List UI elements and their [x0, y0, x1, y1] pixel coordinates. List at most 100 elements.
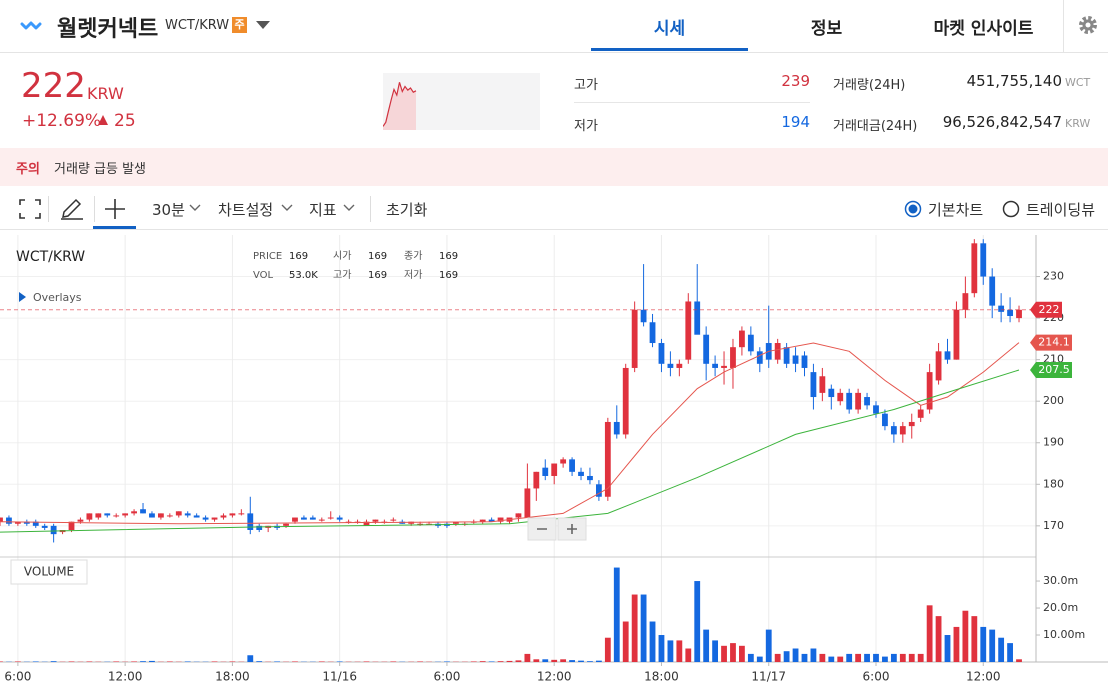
candle-body [873, 405, 879, 414]
candle-body [783, 347, 790, 364]
candle-body [846, 392, 853, 410]
candle-body [739, 330, 745, 348]
pencil-icon[interactable] [59, 197, 85, 221]
candle-body [32, 521, 39, 526]
overlays[interactable]: Overlays [33, 291, 82, 304]
candle-body [1007, 309, 1013, 317]
candle-body [113, 515, 120, 517]
candle-body [140, 509, 146, 514]
volume-bar [801, 653, 808, 662]
candle-body [935, 351, 942, 381]
change: 25 [114, 111, 136, 131]
price-tag [1030, 301, 1062, 318]
volume-bar [658, 635, 665, 662]
candle-body [50, 525, 57, 535]
divider [48, 196, 49, 222]
candle-body [622, 367, 629, 435]
candle-body [917, 409, 924, 418]
volume-bar [998, 637, 1005, 662]
candle-body [944, 351, 951, 360]
zoom-controls[interactable] [527, 517, 587, 541]
volume-tick-label: 20.0m [1043, 601, 1078, 614]
volume-bar [810, 648, 817, 662]
x-tick-label: 11/17 [751, 670, 786, 684]
chart-settings[interactable]: 차트설정 [218, 201, 274, 219]
y-tick-label: 190 [1043, 436, 1064, 449]
candle-body [837, 392, 844, 402]
candle-body [220, 515, 227, 518]
volume-bar [774, 653, 781, 662]
volume-tick-label: 10.00m [1043, 628, 1085, 641]
volume-bar [32, 661, 39, 662]
indicators[interactable]: 지표 [309, 201, 337, 219]
candle-body [14, 521, 21, 524]
candle-body [157, 513, 164, 518]
overlays-arrow[interactable] [19, 292, 26, 302]
candle-body [899, 426, 906, 435]
x-tick-label: 18:00 [644, 670, 679, 684]
volume-bar [640, 594, 647, 662]
tab[interactable]: 정보 [810, 19, 843, 39]
grid-layer [0, 235, 1036, 662]
volume-bar [1007, 643, 1013, 662]
candle-body [301, 517, 307, 520]
volume-bar [524, 653, 531, 662]
candle-body [828, 388, 835, 398]
info-label: 시가 [333, 250, 351, 262]
candle-body [908, 421, 915, 427]
crosshair-icon[interactable] [103, 197, 127, 221]
volume-bar [211, 661, 218, 662]
sparkline-area [383, 82, 416, 130]
divider [94, 196, 95, 222]
tab[interactable]: 시세 [653, 19, 686, 39]
volume-bar [819, 653, 826, 662]
dropdown-caret[interactable] [255, 19, 271, 31]
volume-bar [560, 659, 567, 662]
reset[interactable]: 초기화 [386, 201, 428, 219]
volume-bar [604, 637, 611, 662]
volume-bar [703, 629, 710, 662]
chevron [281, 204, 293, 211]
candle-body [229, 513, 236, 516]
low-label: 저가 [574, 119, 598, 134]
candle-body [926, 372, 933, 410]
candle-body [649, 322, 656, 344]
interval[interactable]: 30분 [152, 201, 185, 219]
volume-bar [506, 660, 513, 662]
candle-body [283, 523, 289, 526]
fullscreen-icon[interactable] [18, 198, 42, 220]
info-value: 169 [368, 251, 387, 262]
volume-bar [140, 661, 146, 662]
info-label: PRICE [253, 251, 282, 262]
volume-bar [247, 655, 254, 662]
option-basic[interactable]: 기본차트 [928, 201, 984, 219]
volume-bar [756, 656, 763, 662]
y-tick-label: 230 [1043, 270, 1064, 283]
candle-body [685, 301, 692, 360]
candle-body [426, 523, 432, 525]
radio-on[interactable] [904, 200, 922, 218]
candle-body [131, 511, 137, 514]
candle-body [792, 355, 799, 364]
volume-bar [747, 653, 754, 662]
volume-bar [971, 616, 978, 662]
volume-bar [622, 621, 629, 662]
candle-body [551, 463, 558, 476]
price-tag-label: 222 [1039, 303, 1060, 316]
settings-gear[interactable] [1077, 14, 1099, 36]
high-value: 239 [781, 72, 810, 90]
volume-bar [685, 648, 692, 662]
radio-off[interactable] [1002, 200, 1020, 218]
volume-bar [721, 645, 727, 662]
candle-body [971, 243, 978, 294]
volume-bar [989, 629, 996, 662]
tab[interactable]: 마켓 인사이트 [933, 19, 1034, 39]
candle-body [327, 517, 334, 519]
candle-body [6, 517, 12, 524]
candle-body [479, 519, 486, 522]
plot [0, 239, 1036, 662]
volume-bar [694, 581, 701, 662]
candle-body [613, 421, 620, 435]
option-tradingview[interactable]: 트레이딩뷰 [1026, 201, 1096, 219]
candle-body [980, 243, 987, 277]
